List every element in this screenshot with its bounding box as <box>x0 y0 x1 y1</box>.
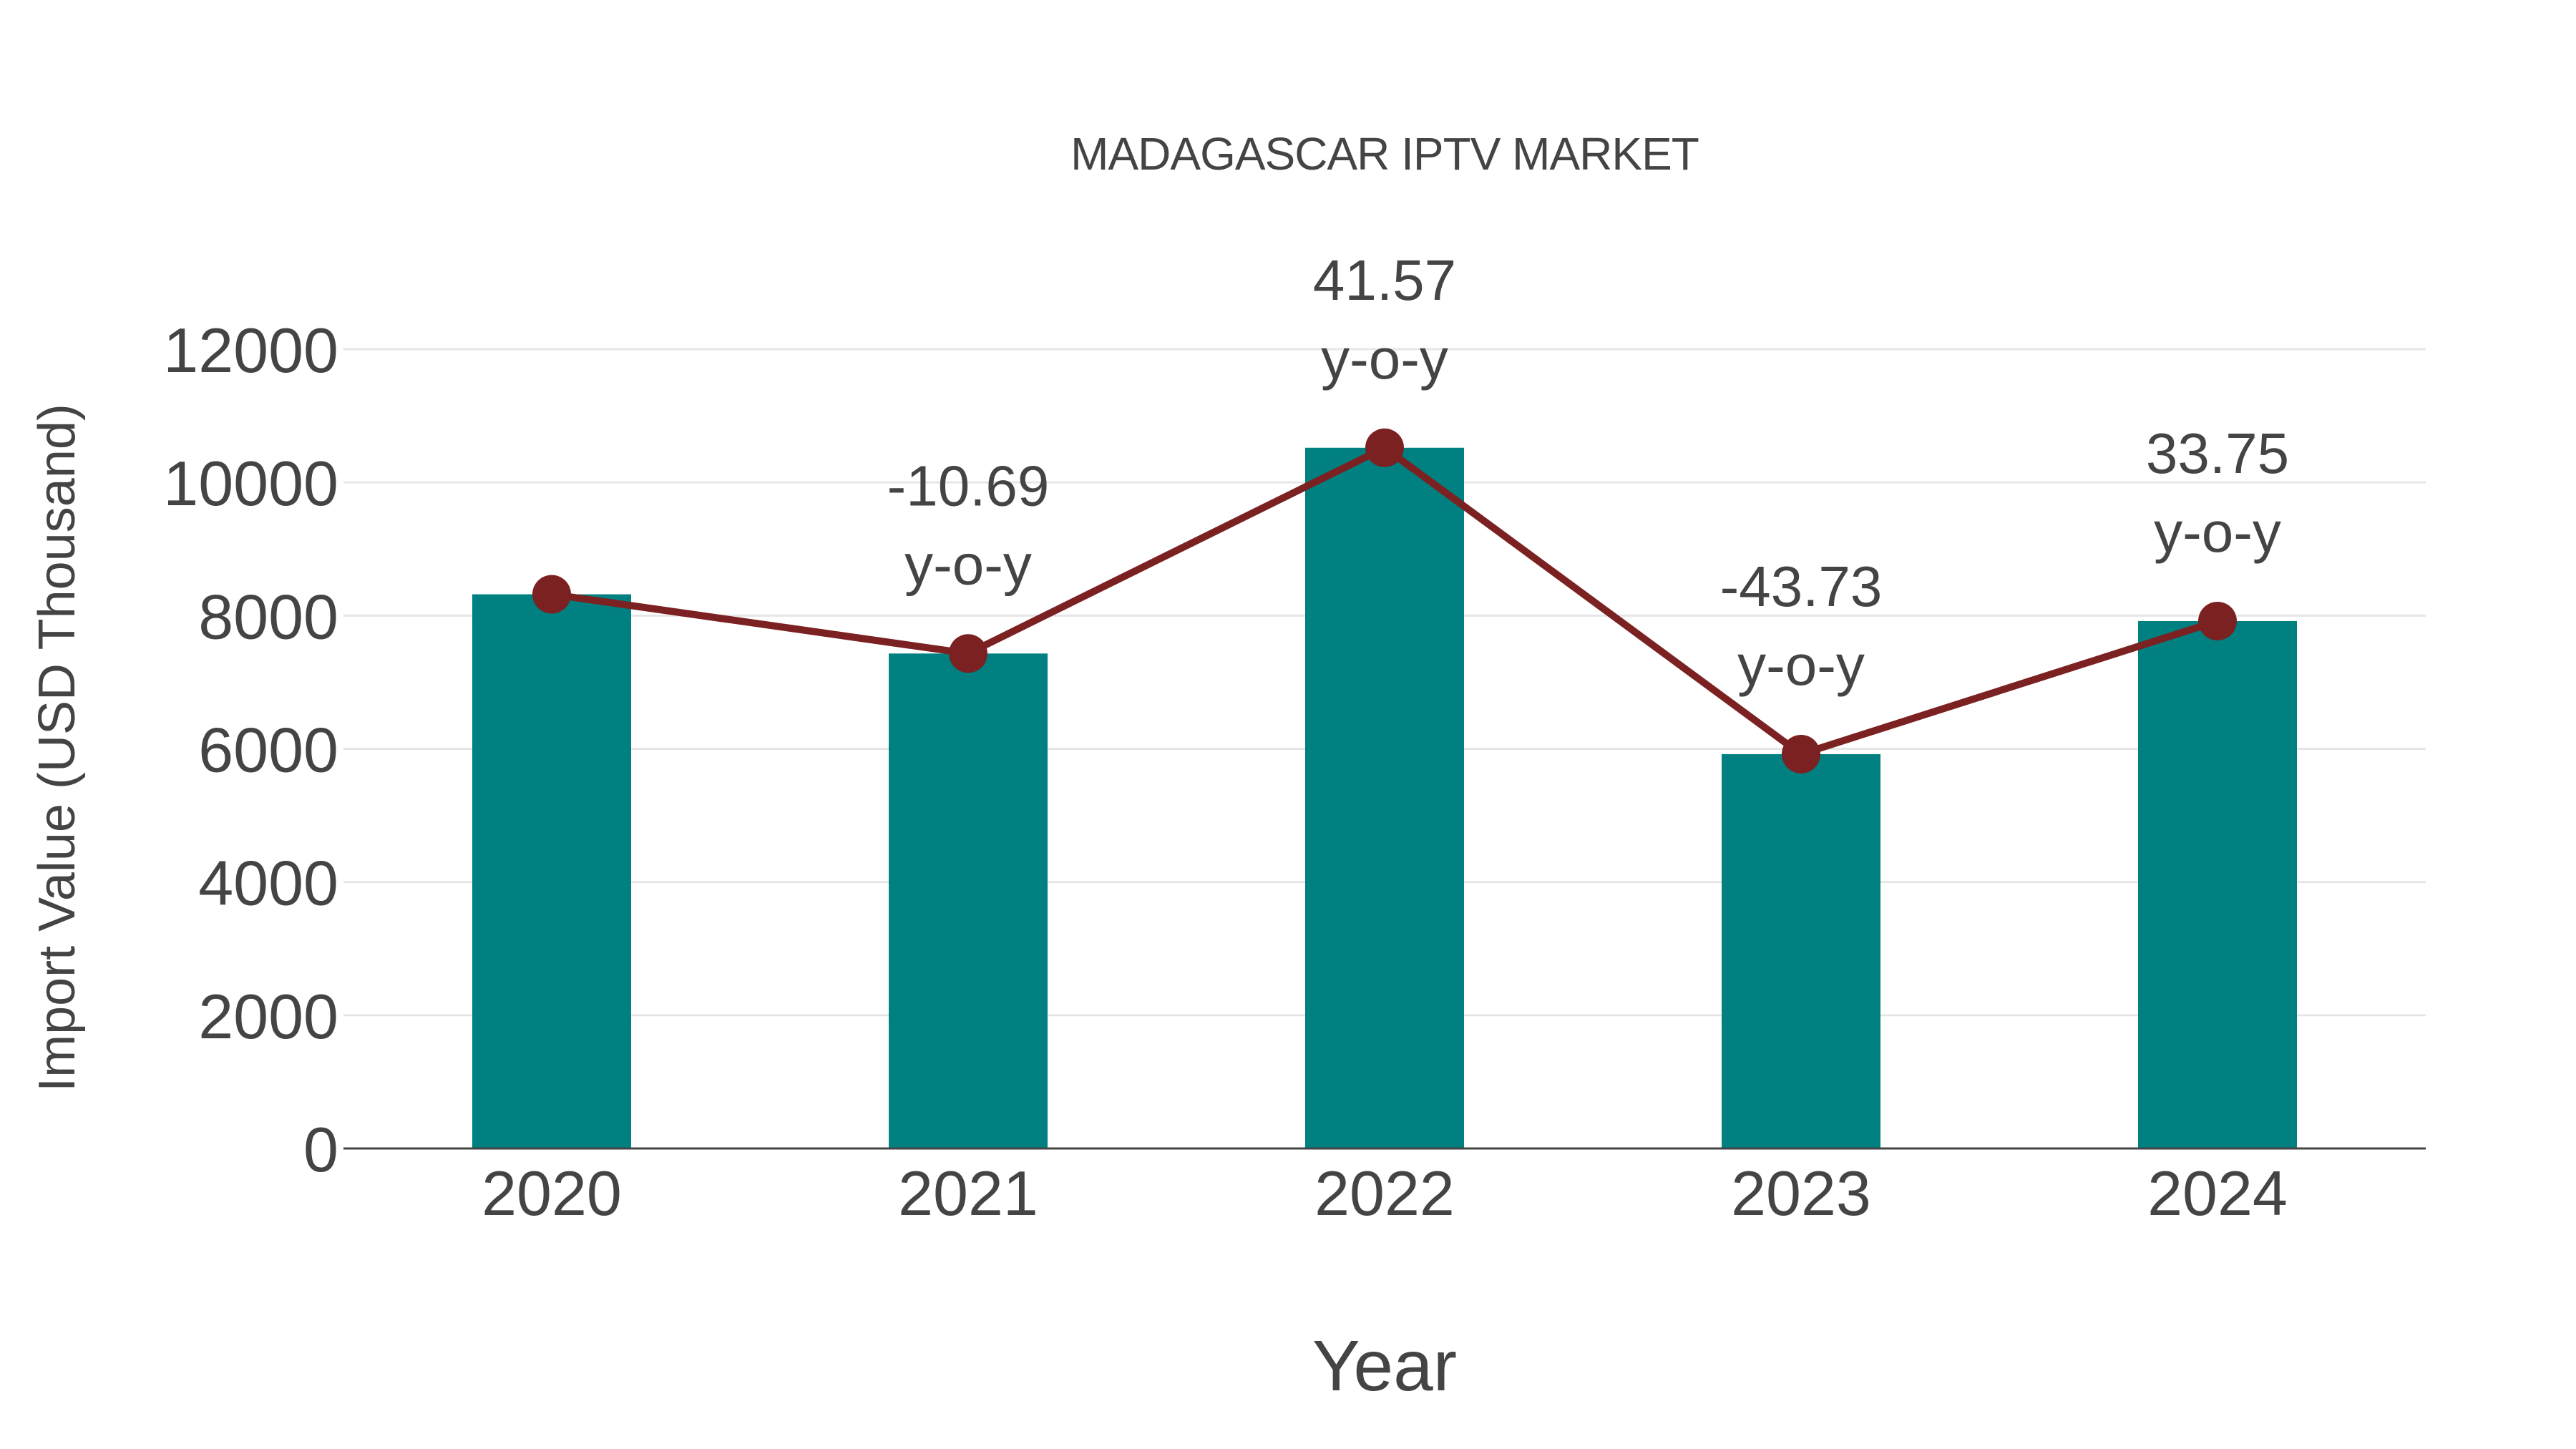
yoy-value: -43.73 <box>1720 555 1883 618</box>
trend-line <box>532 428 2237 774</box>
yoy-value: 41.57 <box>1313 248 1456 312</box>
yoy-annotations: -10.69 y-o-y 41.57 y-o-y -43.73 y-o-y 33.75 y-o… <box>887 248 2290 697</box>
yoy-value: -10.69 <box>887 454 1050 517</box>
x-tick-label: 2024 <box>2147 1158 2288 1229</box>
yoy-suffix: y-o-y <box>2154 500 2281 564</box>
trend-marker <box>2198 601 2237 640</box>
bar-2023 <box>1722 753 1880 1148</box>
trend-marker <box>949 634 987 673</box>
y-tick-label: 12000 <box>163 315 338 386</box>
yoy-annotation-2023: -43.73 y-o-y <box>1720 555 1883 697</box>
bar-2022 <box>1305 447 1464 1148</box>
bar-2020 <box>472 594 631 1148</box>
trend-marker <box>1365 428 1404 467</box>
yoy-annotation-2021: -10.69 y-o-y <box>887 454 1050 596</box>
y-axis-ticks: 0 2000 4000 6000 8000 10000 12000 <box>163 315 338 1185</box>
bars <box>472 447 2297 1148</box>
y-axis-title: Import Value (USD Thousand) <box>29 404 86 1092</box>
bar-2021 <box>889 653 1048 1148</box>
chart-title: MADAGASCAR IPTV MARKET <box>1070 128 1699 180</box>
x-tick-label: 2022 <box>1314 1158 1455 1229</box>
bar-2024 <box>2138 620 2297 1148</box>
y-tick-label: 6000 <box>198 715 338 786</box>
y-tick-label: 8000 <box>198 581 338 652</box>
x-axis-ticks: 2020 2021 2022 2023 2024 <box>482 1158 2288 1229</box>
y-tick-label: 2000 <box>198 981 338 1052</box>
yoy-suffix: y-o-y <box>1321 327 1448 391</box>
yoy-suffix: y-o-y <box>1737 633 1865 697</box>
yoy-annotation-2024: 33.75 y-o-y <box>2146 421 2289 564</box>
x-axis-title: Year <box>1312 1326 1458 1406</box>
y-tick-label: 4000 <box>198 848 338 919</box>
x-tick-label: 2020 <box>482 1158 622 1229</box>
yoy-value: 33.75 <box>2146 421 2289 485</box>
yoy-suffix: y-o-y <box>904 532 1032 596</box>
x-tick-label: 2021 <box>898 1158 1038 1229</box>
trend-marker <box>1782 734 1820 774</box>
y-tick-label: 10000 <box>163 448 338 519</box>
yoy-annotation-2022: 41.57 y-o-y <box>1313 248 1456 391</box>
x-tick-label: 2023 <box>1731 1158 1871 1229</box>
y-tick-label: 0 <box>303 1114 338 1185</box>
trend-marker <box>532 575 571 614</box>
